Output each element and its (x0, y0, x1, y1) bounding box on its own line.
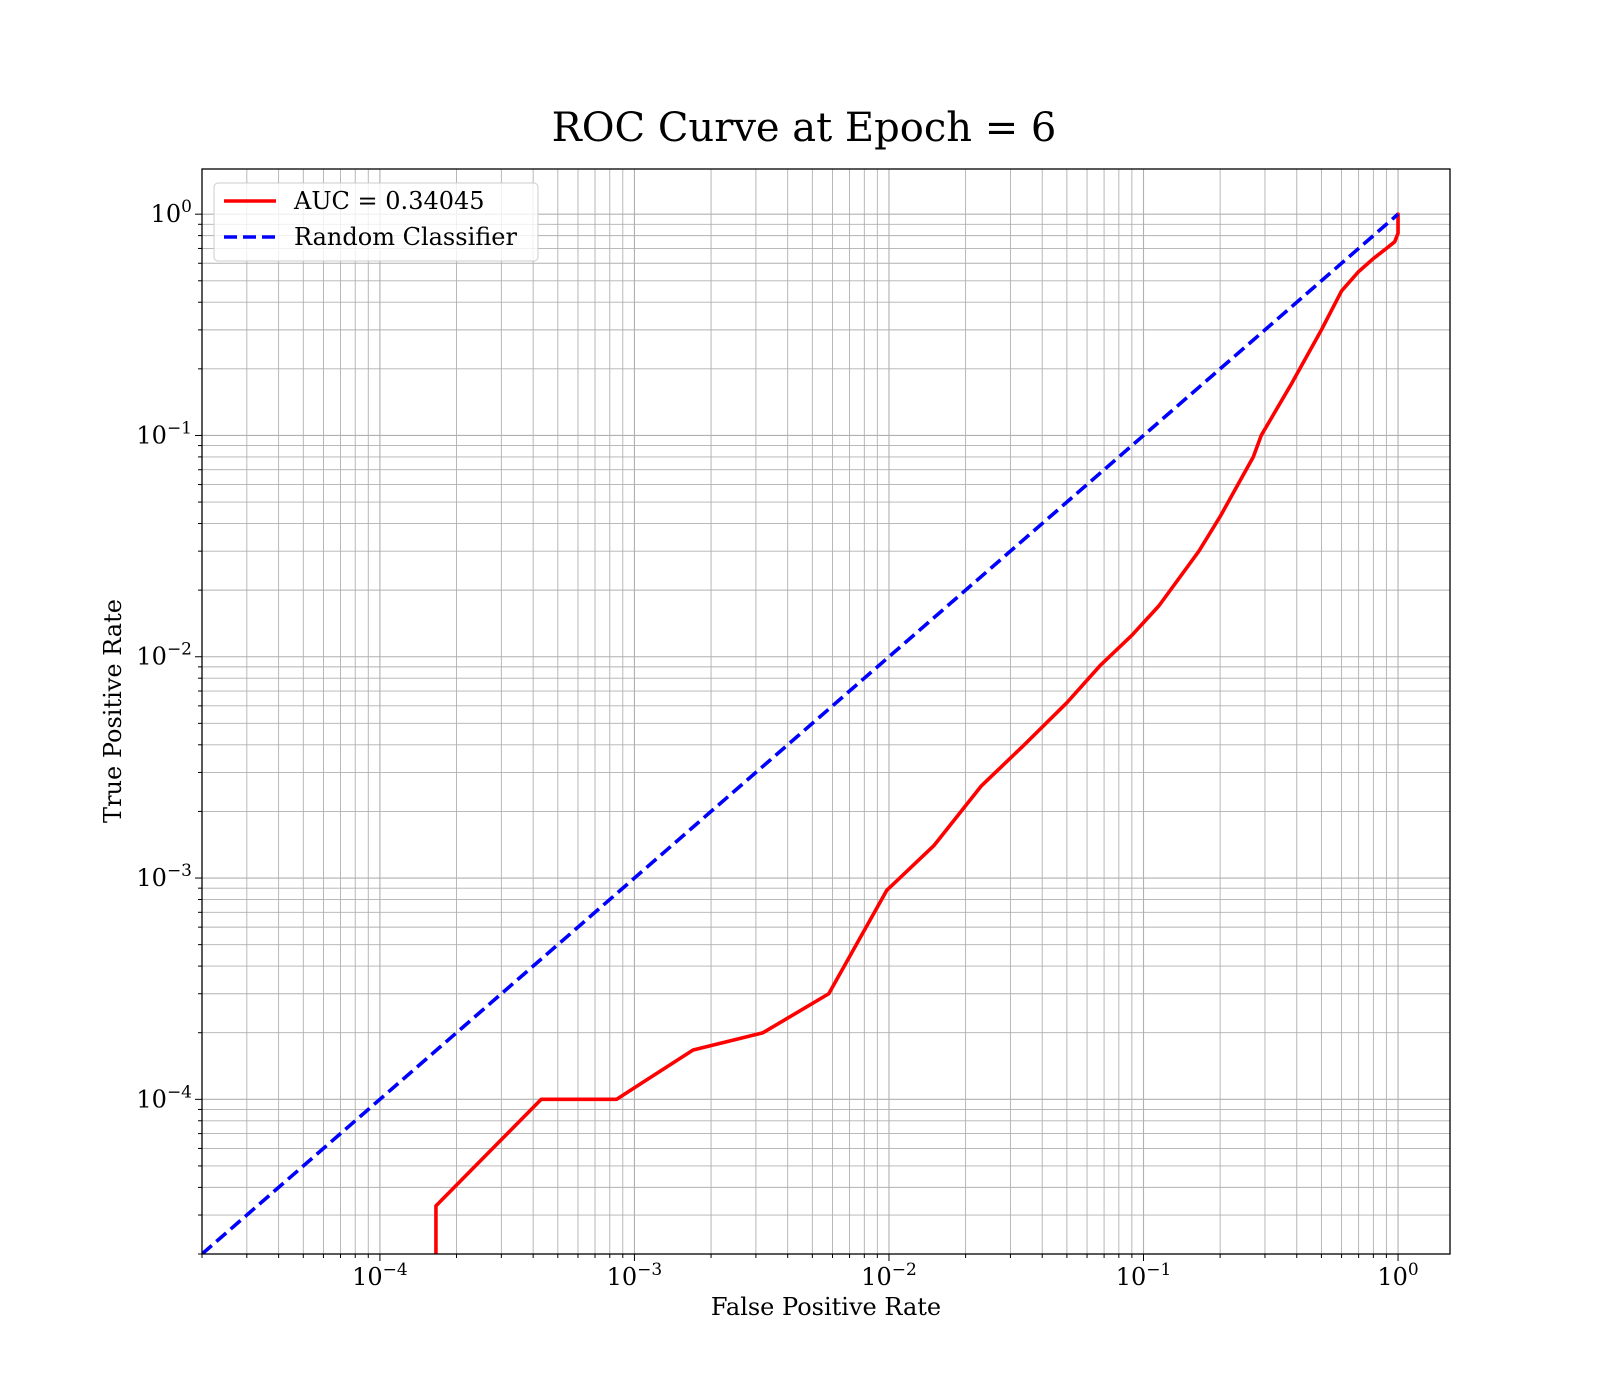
series-layer (202, 212, 1400, 1254)
x-tick-label: 10−3 (607, 1260, 663, 1291)
grid-minor (201, 169, 1450, 1255)
legend-label: Random Classifier (294, 223, 517, 251)
x-tick-label: 10−1 (1116, 1260, 1172, 1291)
y-tick-label: 10−2 (136, 640, 192, 671)
random-classifier-line (202, 212, 1400, 1254)
y-tick-labels: 10−4 10−3 10−2 10−1 100 (136, 197, 192, 1113)
y-tick-label: 100 (151, 197, 192, 228)
roc-curve-line (434, 212, 1400, 1254)
x-axis-label: False Positive Rate (711, 1293, 941, 1321)
y-axis-label: True Positive Rate (99, 599, 127, 823)
x-tick-labels: 10−4 10−3 10−2 10−1 100 (352, 1260, 1419, 1291)
legend-label: AUC = 0.34045 (293, 187, 485, 215)
chart-title: ROC Curve at Epoch = 6 (552, 105, 1057, 151)
x-tick-label: 100 (1377, 1260, 1418, 1291)
legend-box (213, 182, 539, 262)
axis-ticks (195, 213, 1399, 1261)
y-tick-label: 10−1 (136, 418, 192, 449)
x-tick-label: 10−2 (861, 1260, 917, 1291)
y-tick-label: 10−4 (136, 1082, 192, 1113)
plot-frame (201, 168, 1451, 1255)
y-tick-label: 10−3 (136, 861, 192, 892)
legend-entries: AUC = 0.34045 Random Classifier (224, 187, 517, 251)
legend: AUC = 0.34045 Random Classifier (213, 182, 539, 262)
x-tick-label: 10−4 (352, 1260, 408, 1291)
